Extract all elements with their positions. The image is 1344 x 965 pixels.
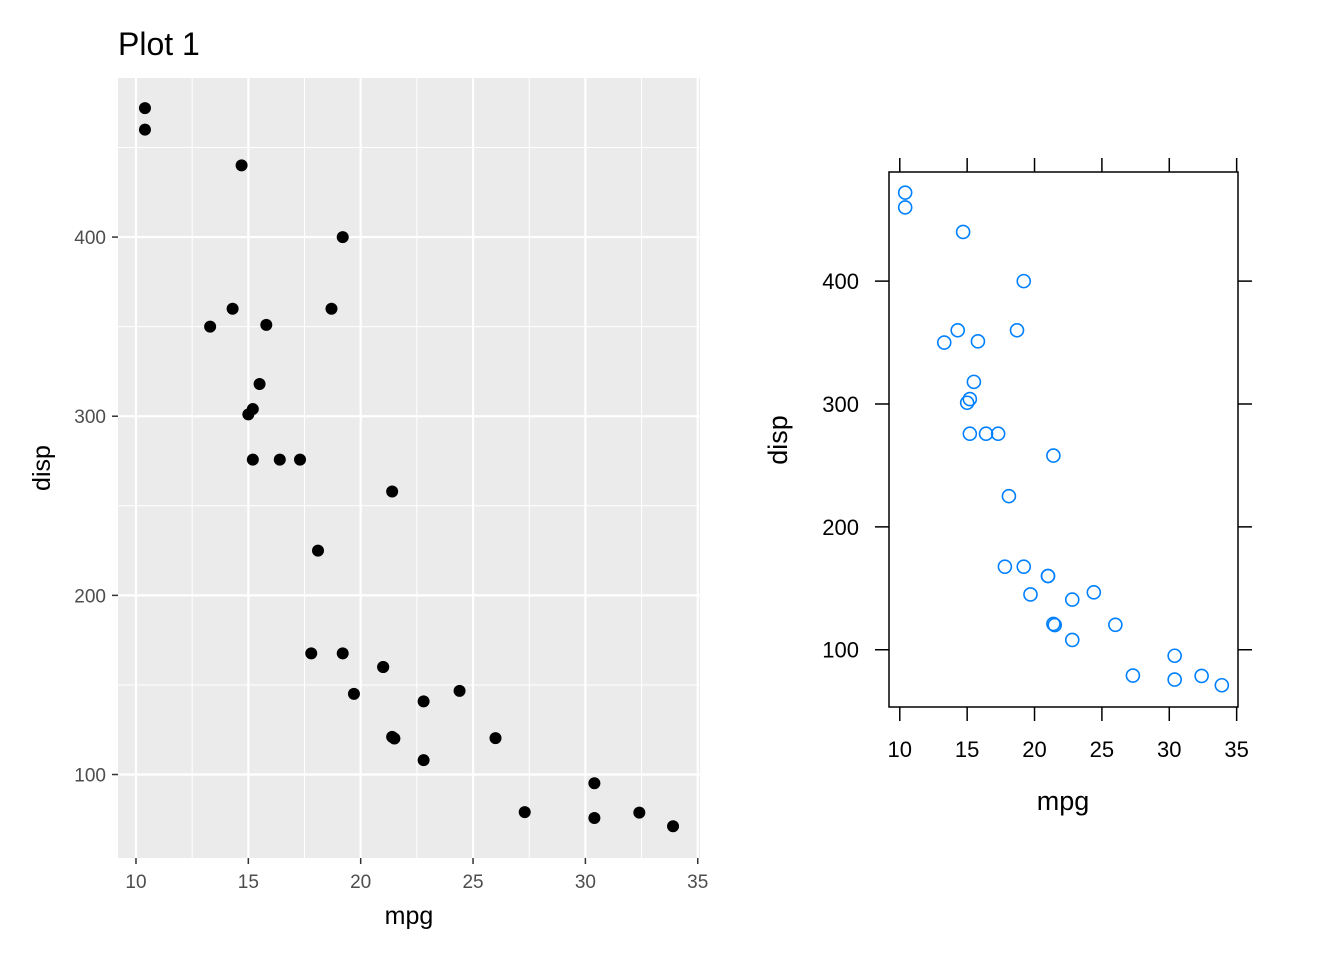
plot-2-points xyxy=(897,185,1230,693)
data-point xyxy=(305,647,318,660)
y-tick-label: 100 xyxy=(74,766,106,787)
data-point xyxy=(1009,322,1025,338)
data-point xyxy=(1167,672,1182,687)
plot-1-major-grid xyxy=(118,78,700,858)
data-point xyxy=(260,318,273,331)
data-point xyxy=(377,661,390,674)
plot-1-y-axis: 100 200 300 400 xyxy=(74,228,118,787)
plot-1-x-axis: 10 15 20 25 30 35 xyxy=(125,858,708,893)
plot-1-minor-grid xyxy=(118,78,700,858)
data-point xyxy=(1001,488,1017,504)
data-point xyxy=(1108,617,1123,633)
data-point xyxy=(336,647,349,660)
y-tick-label: 200 xyxy=(74,586,106,607)
y-tick-label: 300 xyxy=(74,407,106,428)
plot-2-x-axis: 10 15 20 25 30 35 xyxy=(888,158,1249,762)
x-tick-label: 25 xyxy=(1090,737,1114,762)
plot-2-panel-border xyxy=(888,171,1239,708)
data-point xyxy=(962,391,978,407)
data-point xyxy=(417,754,430,767)
plot-1: Plot 1 10 15 20 25 30 35 100 200 300 400 mpg dis… xyxy=(28,26,708,930)
data-point xyxy=(897,200,913,215)
plot-2-y-axis-label: disp xyxy=(763,415,793,465)
data-point xyxy=(518,806,531,819)
data-point xyxy=(1167,648,1182,664)
plot-1-points xyxy=(138,102,680,833)
data-point xyxy=(347,687,360,700)
data-point xyxy=(950,322,966,338)
data-point xyxy=(588,777,601,790)
x-tick-label: 15 xyxy=(955,737,979,762)
data-point xyxy=(978,426,994,442)
data-point xyxy=(1040,568,1056,584)
x-tick-label: 30 xyxy=(1157,737,1181,762)
data-point xyxy=(1125,668,1141,683)
data-point xyxy=(1064,632,1080,648)
data-point xyxy=(138,102,151,115)
data-point xyxy=(1086,585,1102,600)
data-point xyxy=(1046,616,1061,632)
data-point xyxy=(970,334,986,349)
data-point xyxy=(386,485,399,498)
data-point xyxy=(997,559,1013,574)
x-tick-label: 35 xyxy=(687,872,708,893)
x-tick-label: 30 xyxy=(575,872,596,893)
data-point xyxy=(253,377,266,390)
x-tick-label: 10 xyxy=(125,872,146,893)
data-point xyxy=(489,732,502,745)
plot-2-x-axis-label: mpg xyxy=(1037,786,1090,816)
data-point xyxy=(1016,273,1032,289)
data-point xyxy=(226,302,239,315)
plot-1-panel xyxy=(118,78,700,858)
data-point xyxy=(235,159,248,172)
y-tick-label: 400 xyxy=(74,228,106,249)
data-point xyxy=(325,302,338,315)
x-tick-label: 10 xyxy=(888,737,912,762)
plot-1-x-axis-label: mpg xyxy=(385,902,434,930)
data-point xyxy=(246,453,259,466)
data-point xyxy=(386,730,399,743)
y-tick-label: 100 xyxy=(822,638,859,663)
data-point xyxy=(633,806,646,819)
x-tick-label: 15 xyxy=(238,872,259,893)
y-tick-label: 300 xyxy=(822,392,859,417)
data-point xyxy=(962,426,978,442)
data-point xyxy=(311,544,324,557)
plot-2: 10 15 20 25 30 35 100 200 300 400 mpg disp xyxy=(763,158,1252,816)
data-point xyxy=(242,408,255,421)
data-point xyxy=(294,453,307,466)
data-point xyxy=(955,224,971,240)
y-tick-label: 200 xyxy=(822,515,859,540)
data-point xyxy=(1047,617,1063,633)
data-point xyxy=(897,185,913,200)
data-point xyxy=(273,453,286,466)
data-point xyxy=(1046,448,1061,463)
x-tick-label: 35 xyxy=(1224,737,1248,762)
data-point xyxy=(417,695,430,708)
data-point xyxy=(1214,677,1230,693)
data-point xyxy=(966,374,982,390)
data-point xyxy=(1194,668,1209,684)
x-tick-label: 25 xyxy=(462,872,483,893)
data-point xyxy=(667,820,680,833)
data-point xyxy=(990,426,1006,442)
data-point xyxy=(588,812,601,825)
plot-1-y-axis-label: disp xyxy=(28,445,56,491)
data-point xyxy=(204,320,217,333)
plot-1-title: Plot 1 xyxy=(118,26,200,62)
x-tick-label: 20 xyxy=(1022,737,1046,762)
x-tick-label: 20 xyxy=(350,872,371,893)
data-point xyxy=(1023,587,1038,602)
data-point xyxy=(936,335,952,350)
data-point xyxy=(453,684,466,697)
data-point xyxy=(138,123,151,136)
data-point xyxy=(1016,559,1032,574)
plot-2-y-axis: 100 200 300 400 xyxy=(822,269,1252,663)
data-point xyxy=(336,231,349,244)
data-point xyxy=(959,395,975,411)
y-tick-label: 400 xyxy=(822,269,859,294)
data-point xyxy=(1064,592,1080,607)
